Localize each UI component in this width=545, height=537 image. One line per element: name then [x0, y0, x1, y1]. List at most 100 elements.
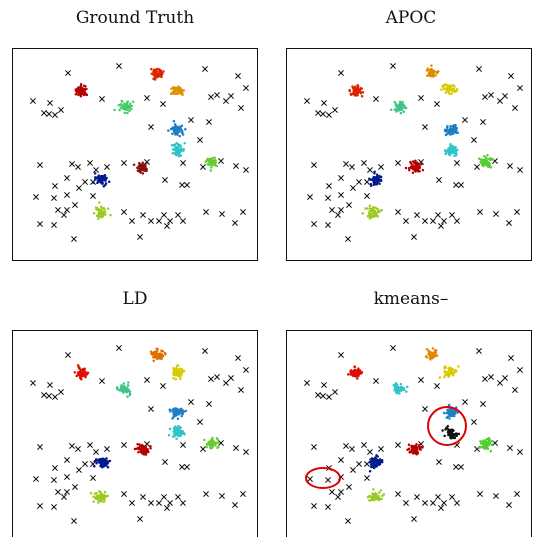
- cluster-point: [482, 445, 485, 448]
- cluster-point: [408, 168, 411, 172]
- cluster-point: [429, 354, 432, 357]
- outlier-point: [364, 475, 370, 481]
- outlier-point: [436, 177, 442, 183]
- outlier-point: [76, 467, 82, 473]
- outlier-point: [144, 95, 150, 101]
- cluster-point: [349, 92, 353, 96]
- cluster-point: [81, 87, 84, 90]
- cluster-0: [74, 82, 89, 98]
- outlier-point: [180, 500, 186, 506]
- cluster-point: [375, 213, 378, 217]
- outlier-point: [202, 348, 208, 354]
- outlier-point: [476, 66, 482, 72]
- cluster-point: [419, 446, 422, 450]
- outlier-point: [219, 211, 225, 217]
- outlier-point: [55, 207, 61, 213]
- outlier-point: [454, 218, 460, 224]
- outlier-point: [422, 406, 428, 412]
- cluster-point: [174, 127, 177, 131]
- outlier-point: [332, 107, 338, 113]
- cluster-point: [394, 382, 398, 385]
- cluster-point: [453, 411, 457, 415]
- cluster-5: [170, 141, 186, 158]
- cluster-point: [446, 371, 449, 374]
- panel-title-ld: LD: [122, 289, 148, 309]
- cluster-point: [140, 445, 144, 449]
- cluster-2: [172, 364, 186, 381]
- cluster-3: [115, 381, 132, 398]
- cluster-0: [348, 83, 365, 98]
- cluster-point: [173, 131, 177, 135]
- outlier-point: [179, 464, 185, 470]
- cluster-point: [352, 370, 355, 374]
- outlier-point: [167, 500, 173, 506]
- cluster-point: [444, 374, 447, 377]
- cluster-point: [170, 143, 174, 147]
- cluster-point: [92, 181, 95, 184]
- cluster-point: [448, 88, 451, 92]
- cluster-point: [210, 161, 213, 164]
- cluster-point: [103, 174, 107, 177]
- panel-frame-ld: [12, 330, 258, 537]
- outlier-point: [345, 518, 351, 524]
- cluster-point: [450, 371, 454, 374]
- cluster-point: [373, 171, 376, 175]
- cluster-point: [167, 129, 170, 132]
- cluster-1: [424, 347, 439, 361]
- cluster-point: [168, 408, 171, 411]
- cluster-point: [374, 179, 378, 183]
- cluster-point: [208, 162, 212, 166]
- outlier-point: [175, 494, 181, 500]
- cluster-point: [104, 495, 108, 498]
- cluster-point: [355, 372, 358, 375]
- outlier-point: [180, 160, 186, 166]
- cluster-point: [482, 154, 486, 158]
- cluster-point: [374, 206, 377, 209]
- cluster-point: [426, 74, 429, 78]
- cluster-point: [353, 374, 357, 378]
- cluster-point: [173, 123, 177, 126]
- outlier-point: [164, 223, 170, 229]
- cluster-2: [440, 83, 459, 96]
- cluster-point: [449, 437, 453, 440]
- outlier-point: [338, 207, 344, 213]
- outlier-point: [164, 505, 170, 511]
- outlier-point: [87, 160, 93, 166]
- cluster-point: [136, 446, 140, 449]
- cluster-point: [447, 131, 451, 135]
- outlier-point: [30, 98, 36, 104]
- cluster-point: [425, 348, 429, 351]
- cluster-point: [447, 129, 450, 133]
- outlier-point: [512, 387, 518, 393]
- outlier-point: [75, 446, 81, 452]
- cluster-3: [392, 382, 409, 395]
- cluster-point: [78, 86, 82, 90]
- outlier-point: [232, 502, 238, 508]
- cluster-point: [136, 442, 139, 446]
- cluster-point: [174, 90, 177, 94]
- cluster-point: [141, 172, 145, 175]
- outlier-point: [90, 193, 96, 199]
- cluster-point: [451, 144, 454, 148]
- highlight-circle-0: [427, 406, 467, 446]
- cluster-point: [213, 156, 216, 159]
- cluster-point: [171, 90, 175, 94]
- cluster-point: [182, 89, 185, 92]
- cluster-point: [215, 164, 219, 168]
- cluster-7: [132, 161, 148, 175]
- outlier-point: [121, 491, 127, 497]
- outlier-point: [46, 111, 52, 117]
- cluster-point: [175, 437, 178, 441]
- cluster-point: [205, 445, 208, 449]
- cluster-point: [431, 354, 434, 358]
- cluster-point: [446, 424, 450, 428]
- cluster-point: [159, 69, 163, 73]
- cluster-point: [105, 464, 108, 467]
- cluster-point: [351, 374, 355, 378]
- cluster-point: [141, 161, 144, 164]
- cluster-point: [125, 106, 128, 109]
- outlier-point: [338, 175, 344, 181]
- cluster-point: [116, 387, 119, 391]
- cluster-point: [138, 168, 142, 172]
